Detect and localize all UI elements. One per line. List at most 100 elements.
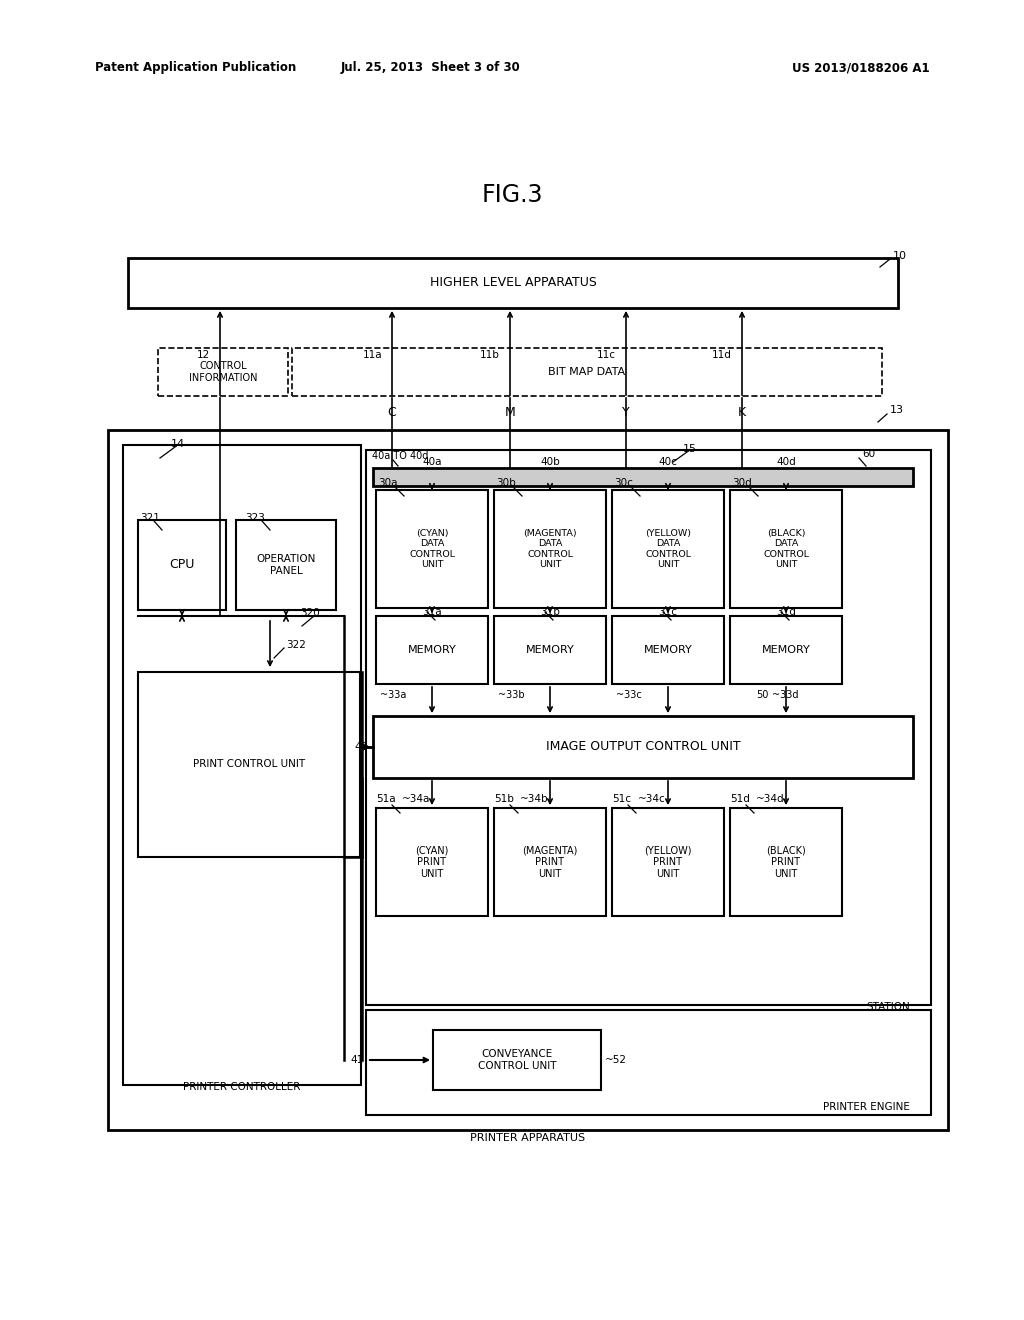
Text: Patent Application Publication: Patent Application Publication bbox=[95, 62, 296, 74]
Text: ~34c: ~34c bbox=[638, 795, 666, 804]
Text: 11d: 11d bbox=[712, 350, 732, 360]
Text: ~52: ~52 bbox=[605, 1055, 627, 1065]
Bar bbox=[494, 490, 606, 609]
Text: 11c: 11c bbox=[597, 350, 616, 360]
Text: 51c: 51c bbox=[612, 795, 631, 804]
Text: 41: 41 bbox=[351, 1055, 364, 1065]
Text: IMAGE OUTPUT CONTROL UNIT: IMAGE OUTPUT CONTROL UNIT bbox=[546, 741, 740, 754]
Text: 31c: 31c bbox=[658, 607, 678, 616]
Text: 12: 12 bbox=[197, 350, 210, 360]
Bar bbox=[158, 348, 288, 396]
Text: (YELLOW)
DATA
CONTROL
UNIT: (YELLOW) DATA CONTROL UNIT bbox=[645, 529, 691, 569]
Text: (BLACK)
PRINT
UNIT: (BLACK) PRINT UNIT bbox=[766, 845, 806, 879]
Bar bbox=[376, 490, 488, 609]
Text: 11b: 11b bbox=[480, 350, 500, 360]
Bar bbox=[373, 469, 913, 486]
Text: STATION: STATION bbox=[866, 1002, 910, 1012]
Text: M: M bbox=[505, 405, 515, 418]
Text: 50: 50 bbox=[756, 690, 768, 700]
Text: ~34d: ~34d bbox=[756, 795, 784, 804]
Text: CONTROL
INFORMATION: CONTROL INFORMATION bbox=[188, 362, 257, 383]
Text: 51b: 51b bbox=[494, 795, 514, 804]
Text: 30a: 30a bbox=[378, 478, 397, 488]
Text: MEMORY: MEMORY bbox=[644, 645, 692, 655]
Text: CONVEYANCE
CONTROL UNIT: CONVEYANCE CONTROL UNIT bbox=[478, 1049, 556, 1071]
Text: PRINTER ENGINE: PRINTER ENGINE bbox=[823, 1102, 910, 1111]
Text: (BLACK)
DATA
CONTROL
UNIT: (BLACK) DATA CONTROL UNIT bbox=[763, 529, 809, 569]
Text: PRINTER APPARATUS: PRINTER APPARATUS bbox=[470, 1133, 586, 1143]
Text: MEMORY: MEMORY bbox=[408, 645, 457, 655]
Text: C: C bbox=[388, 405, 396, 418]
Bar bbox=[433, 1030, 601, 1090]
Text: 30d: 30d bbox=[732, 478, 752, 488]
Bar bbox=[612, 490, 724, 609]
Text: OPERATION
PANEL: OPERATION PANEL bbox=[256, 554, 315, 576]
Bar bbox=[730, 808, 842, 916]
Text: ~34b: ~34b bbox=[520, 795, 549, 804]
Text: 40a: 40a bbox=[422, 457, 441, 467]
Bar bbox=[376, 808, 488, 916]
Text: 13: 13 bbox=[890, 405, 904, 414]
Text: 14: 14 bbox=[171, 440, 185, 449]
Text: 323: 323 bbox=[245, 513, 265, 523]
Text: 15: 15 bbox=[683, 444, 697, 454]
Bar bbox=[494, 808, 606, 916]
Bar bbox=[373, 715, 913, 777]
Text: 51a: 51a bbox=[376, 795, 395, 804]
Text: 60: 60 bbox=[862, 449, 876, 459]
Bar bbox=[108, 430, 948, 1130]
Bar bbox=[236, 520, 336, 610]
Text: 30b: 30b bbox=[496, 478, 516, 488]
Text: (MAGENTA)
DATA
CONTROL
UNIT: (MAGENTA) DATA CONTROL UNIT bbox=[523, 529, 577, 569]
Text: ~34a: ~34a bbox=[402, 795, 430, 804]
Bar bbox=[366, 1010, 931, 1115]
Text: BIT MAP DATA: BIT MAP DATA bbox=[549, 367, 626, 378]
Text: 40d: 40d bbox=[776, 457, 796, 467]
Text: PRINTER CONTROLLER: PRINTER CONTROLLER bbox=[183, 1082, 301, 1092]
Bar bbox=[730, 616, 842, 684]
Bar bbox=[730, 490, 842, 609]
Text: 31b: 31b bbox=[540, 607, 560, 616]
Bar bbox=[612, 616, 724, 684]
Text: Y: Y bbox=[623, 405, 630, 418]
Text: 320: 320 bbox=[300, 609, 319, 618]
Text: 31d: 31d bbox=[776, 607, 796, 616]
Text: (YELLOW)
PRINT
UNIT: (YELLOW) PRINT UNIT bbox=[644, 845, 692, 879]
Text: ~33c: ~33c bbox=[616, 690, 642, 700]
Text: (CYAN)
PRINT
UNIT: (CYAN) PRINT UNIT bbox=[416, 845, 449, 879]
Text: 51d: 51d bbox=[730, 795, 750, 804]
Text: 40c: 40c bbox=[658, 457, 678, 467]
Text: MEMORY: MEMORY bbox=[762, 645, 810, 655]
Text: 10: 10 bbox=[893, 251, 907, 261]
Text: K: K bbox=[738, 405, 746, 418]
Bar bbox=[612, 808, 724, 916]
Text: ~33b: ~33b bbox=[498, 690, 524, 700]
Text: FIG.3: FIG.3 bbox=[481, 183, 543, 207]
Bar bbox=[128, 257, 898, 308]
Bar bbox=[138, 672, 360, 857]
Text: US 2013/0188206 A1: US 2013/0188206 A1 bbox=[793, 62, 930, 74]
Text: ~33d: ~33d bbox=[772, 690, 799, 700]
Text: HIGHER LEVEL APPARATUS: HIGHER LEVEL APPARATUS bbox=[429, 276, 596, 289]
Text: 40b: 40b bbox=[540, 457, 560, 467]
Text: CPU: CPU bbox=[169, 558, 195, 572]
Text: 30c: 30c bbox=[614, 478, 633, 488]
Text: 31a: 31a bbox=[422, 607, 441, 616]
Bar bbox=[138, 520, 226, 610]
Bar bbox=[376, 616, 488, 684]
Text: Jul. 25, 2013  Sheet 3 of 30: Jul. 25, 2013 Sheet 3 of 30 bbox=[340, 62, 520, 74]
Text: 321: 321 bbox=[140, 513, 160, 523]
Text: 42: 42 bbox=[354, 742, 368, 752]
Bar bbox=[123, 445, 361, 1085]
Text: 40a TO 40d: 40a TO 40d bbox=[372, 451, 428, 461]
Text: (CYAN)
DATA
CONTROL
UNIT: (CYAN) DATA CONTROL UNIT bbox=[409, 529, 455, 569]
Bar bbox=[292, 348, 882, 396]
Text: (MAGENTA)
PRINT
UNIT: (MAGENTA) PRINT UNIT bbox=[522, 845, 578, 879]
Bar bbox=[366, 450, 931, 1005]
Bar bbox=[494, 616, 606, 684]
Text: MEMORY: MEMORY bbox=[525, 645, 574, 655]
Text: PRINT CONTROL UNIT: PRINT CONTROL UNIT bbox=[193, 759, 305, 770]
Text: ~33a: ~33a bbox=[380, 690, 407, 700]
Text: 322: 322 bbox=[286, 640, 306, 649]
Text: 11a: 11a bbox=[362, 350, 382, 360]
